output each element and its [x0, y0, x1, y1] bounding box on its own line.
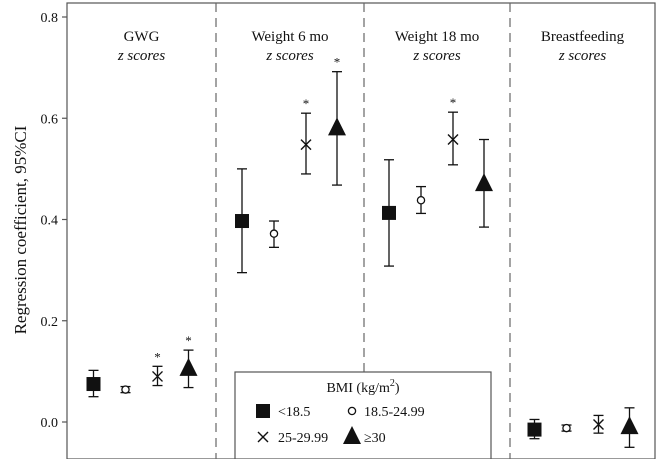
legend-marker-x: [257, 431, 269, 443]
panel-subtitle: z scores: [412, 48, 461, 64]
data-point-group: *: [179, 333, 198, 389]
legend-marker-triangle: [343, 426, 361, 444]
plot-frame: [66, 2, 656, 459]
legend-title-end: ): [395, 381, 400, 396]
significance-marker: *: [303, 96, 310, 111]
y-tick-label: 0.8: [41, 11, 59, 26]
legend-label: <18.5: [278, 405, 310, 420]
y-axis-label: Regression coefficient, 95%CI: [11, 125, 30, 334]
y-tick-label: 0.0: [41, 416, 59, 431]
data-point-group: *: [152, 349, 163, 387]
marker-circle: [416, 196, 426, 205]
marker-square: [382, 205, 396, 220]
legend-item: ≥30: [343, 426, 386, 446]
marker-square: [86, 377, 101, 392]
marker-x: [447, 134, 459, 146]
data-point-group: [593, 414, 604, 434]
legend-item: 25-29.99: [257, 431, 328, 446]
legend-marker-circle: [347, 406, 357, 416]
panel-titles: GWG z scores Weight 6 mo z scores Weight 18 …: [117, 29, 625, 64]
significance-marker: *: [450, 95, 457, 110]
legend-label: 25-29.99: [278, 431, 328, 446]
data-point-group: [86, 369, 101, 398]
legend-box: [234, 371, 492, 459]
marker-x-stroke-b: [593, 419, 604, 431]
panel-subtitle: z scores: [265, 48, 314, 64]
data-point-group: [416, 185, 426, 215]
marker-x: [152, 370, 163, 382]
y-tick-label: 0.6: [41, 112, 59, 127]
legend-item: 18.5-24.99: [347, 405, 425, 420]
data-point-group: *: [447, 95, 459, 166]
marker-circle: [269, 229, 279, 238]
legend-marker-x-stroke-b: [257, 431, 269, 443]
panel-subtitle: z scores: [558, 48, 607, 64]
legend-marker-square: [256, 404, 270, 418]
legend-label: 18.5-24.99: [364, 405, 425, 420]
marker-triangle: [475, 173, 493, 192]
panel-title: Weight 18 mo: [395, 29, 480, 45]
data-point-group: [235, 168, 249, 274]
significance-marker: *: [154, 349, 161, 364]
significance-marker: *: [334, 55, 341, 70]
marker-circle: [562, 423, 571, 433]
marker-x: [300, 139, 312, 151]
marker-circle: [121, 385, 130, 394]
data-point-group: [527, 418, 542, 440]
data-point-group: [120, 385, 131, 394]
marker-x-stroke-b: [300, 139, 312, 151]
legend-label: ≥30: [364, 431, 386, 446]
data-point-group: [561, 423, 572, 433]
marker-square: [235, 214, 249, 229]
marker-triangle: [179, 357, 198, 376]
legend-items: <18.5 18.5-24.99 25-29.99 ≥30: [256, 404, 425, 446]
data-point-group: *: [300, 96, 312, 175]
legend-title-text: BMI (kg/m: [326, 381, 390, 396]
y-axis: 0.0 0.2 0.4 0.6 0.8: [41, 11, 67, 431]
legend-title-superscript: 2: [390, 378, 395, 389]
marker-x-stroke-b: [447, 134, 459, 146]
panel-title: GWG: [124, 29, 160, 45]
panel-title: Breastfeeding: [541, 29, 625, 45]
legend-title: BMI (kg/m2): [326, 378, 399, 396]
panel-subtitle: z scores: [117, 48, 166, 64]
marker-triangle: [620, 416, 639, 435]
y-tick-label: 0.4: [41, 214, 59, 229]
data-point-group: [620, 407, 639, 448]
significance-marker: *: [185, 333, 192, 348]
legend: BMI (kg/m2) <18.5 18.5-24.99 25-29.99 ≥30: [234, 371, 492, 459]
y-tick-label: 0.2: [41, 315, 59, 330]
data-point-group: [475, 138, 493, 228]
marker-x: [593, 419, 604, 431]
panel-title: Weight 6 mo: [251, 29, 328, 45]
data-marks: * * * * *: [86, 55, 639, 448]
data-point-group: *: [328, 55, 346, 186]
data-point-group: [269, 220, 279, 248]
marker-triangle: [328, 117, 346, 136]
legend-item: <18.5: [256, 404, 310, 420]
marker-x-stroke-b: [152, 370, 163, 382]
data-point-group: [382, 159, 396, 267]
marker-square: [527, 422, 542, 437]
